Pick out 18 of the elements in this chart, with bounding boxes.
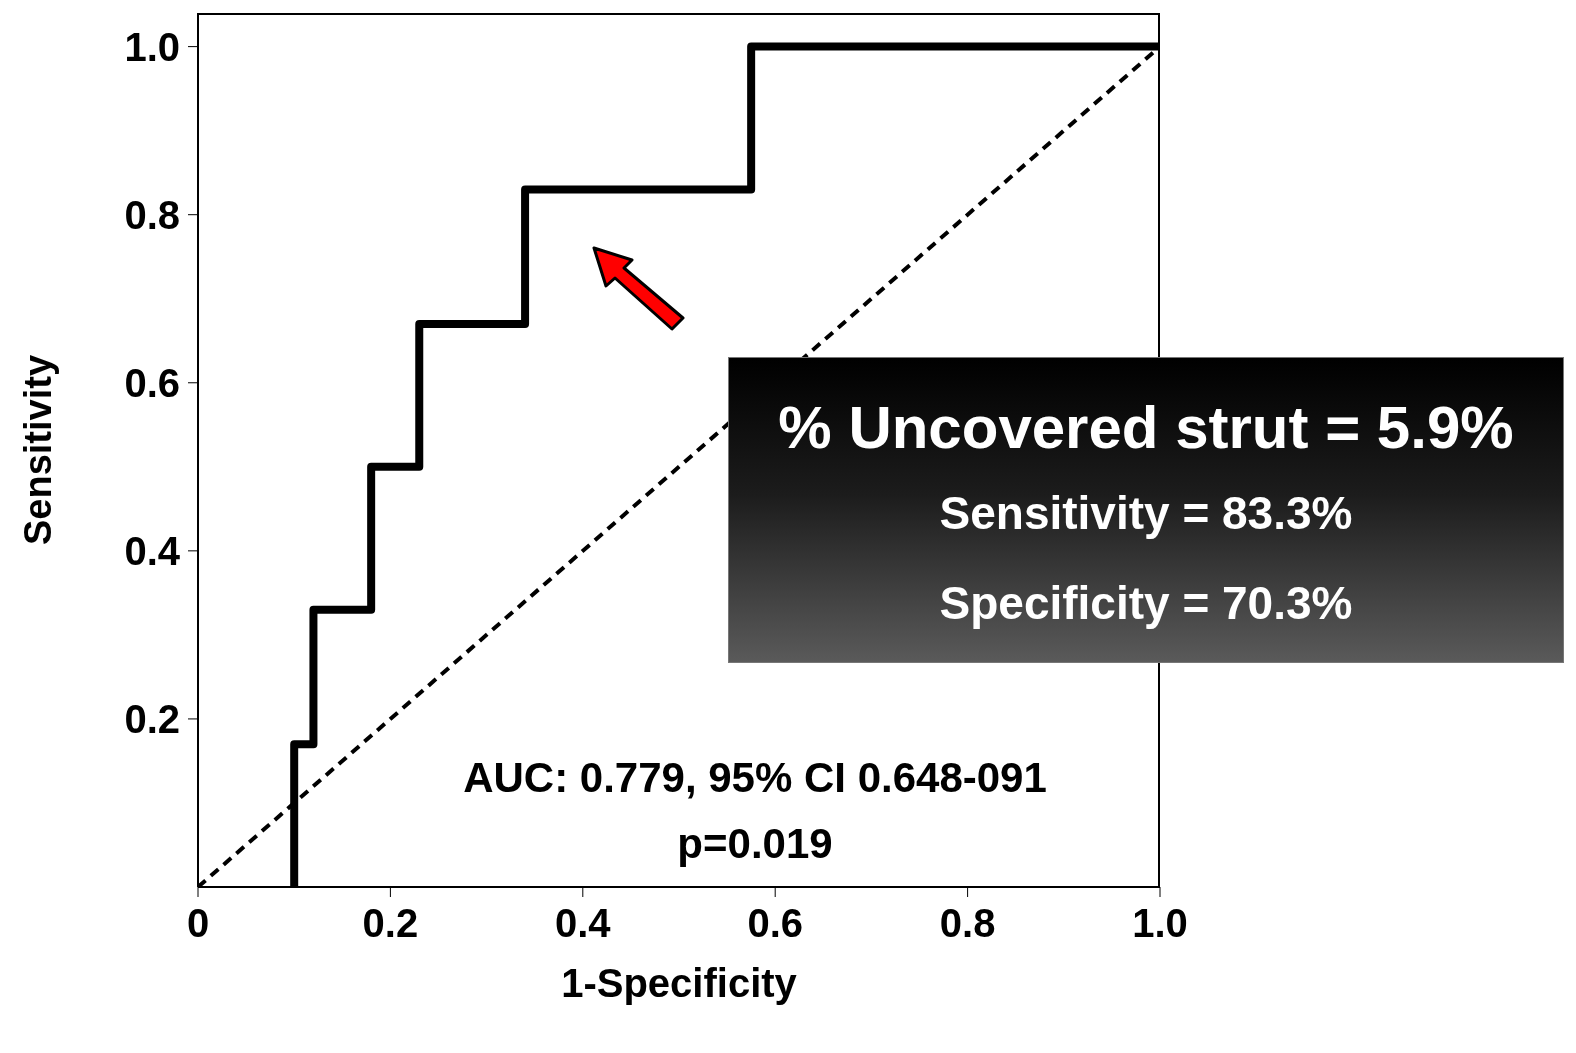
x-tick-label: 0.8 [939,901,996,946]
x-tick-label: 0 [186,901,210,946]
y-tick-label: 0.2 [124,697,180,742]
annotation: % Uncovered strut = 5.9% [777,393,1515,463]
x-axis-title: 1-Specificity [561,961,798,1005]
x-tick-label: 0.6 [747,901,803,946]
annotation: p=0.019 [676,819,834,869]
annotation: Specificity = 70.3% [938,576,1354,631]
y-tick-label: 1.0 [124,24,180,69]
x-tick-label: 0.4 [555,901,612,946]
annotation: Sensitivity = 83.3% [938,486,1354,541]
y-tick-label: 0.4 [124,529,181,574]
x-tick-label: 1.0 [1132,901,1188,946]
y-axis-title: Sensitivity [17,354,60,546]
annotation: AUC: 0.779, 95% CI 0.648-091 [462,753,1048,803]
y-tick-label: 0.6 [124,360,180,405]
x-tick-label: 0.2 [362,901,419,946]
y-tick-label: 0.8 [124,192,180,237]
